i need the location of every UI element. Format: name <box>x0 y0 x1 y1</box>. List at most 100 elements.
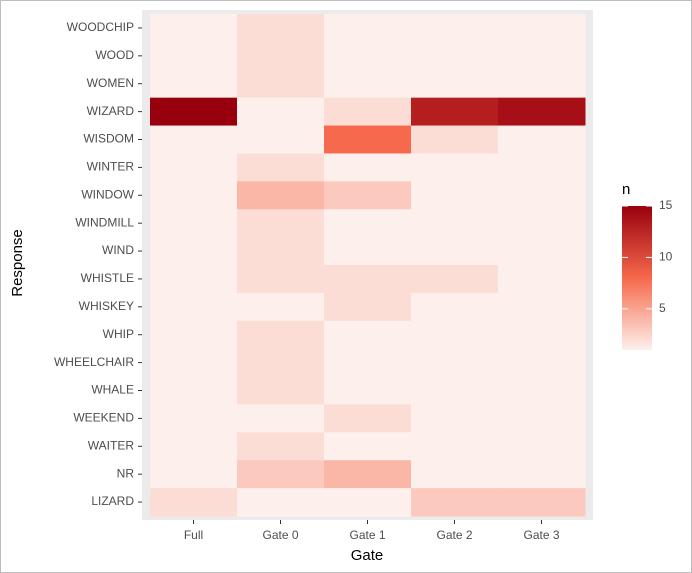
tile <box>411 125 499 154</box>
y-tick-label: WOOD <box>95 48 134 62</box>
tile <box>324 69 412 99</box>
tile <box>498 97 586 127</box>
tile <box>411 348 499 378</box>
tile <box>498 14 586 43</box>
x-tick-label: Gate 2 <box>436 528 472 542</box>
tile <box>150 320 238 350</box>
tile <box>324 97 412 127</box>
tile <box>498 320 586 350</box>
y-tick-label: NR <box>117 466 135 480</box>
y-tick-label: WHALE <box>91 383 134 397</box>
tile <box>411 488 499 517</box>
y-tick-label: WHIP <box>103 327 134 341</box>
tile <box>498 404 586 433</box>
y-tick-label: WOMEN <box>87 76 134 90</box>
tile <box>324 404 412 433</box>
tile <box>150 488 238 517</box>
tile <box>411 14 499 43</box>
tile <box>237 209 325 238</box>
x-tick-label: Gate 1 <box>349 528 385 542</box>
tile <box>498 488 586 517</box>
tile <box>498 125 586 154</box>
tile <box>150 265 238 294</box>
x-tick-label: Gate 3 <box>523 528 559 542</box>
tile <box>150 209 238 238</box>
tile <box>498 348 586 378</box>
y-tick-label: WEEKEND <box>73 411 134 425</box>
tile <box>324 209 412 238</box>
legend-bar <box>622 206 652 350</box>
tile <box>324 432 412 461</box>
tile <box>411 237 499 266</box>
tile <box>237 432 325 461</box>
y-tick-label: WIND <box>102 243 134 257</box>
tile <box>411 41 499 71</box>
tile <box>237 404 325 433</box>
tile <box>411 292 499 322</box>
tile <box>498 153 586 182</box>
legend-label: 10 <box>659 250 673 264</box>
tile <box>324 153 412 182</box>
tile <box>498 265 586 294</box>
tile <box>411 265 499 294</box>
y-tick-label: WINDMILL <box>75 215 134 229</box>
tile <box>150 41 238 71</box>
tile <box>411 460 499 489</box>
tile <box>324 181 412 210</box>
tile <box>411 181 499 210</box>
y-tick-label: WOODCHIP <box>67 20 134 34</box>
tile <box>237 488 325 517</box>
y-tick-label: WAITER <box>88 438 135 452</box>
y-tick-label: WISDOM <box>83 132 134 146</box>
tile <box>237 237 325 266</box>
tile <box>237 14 325 43</box>
tile <box>150 181 238 210</box>
x-tick-label: Gate 0 <box>262 528 298 542</box>
tile <box>150 14 238 43</box>
tile <box>411 153 499 182</box>
tile <box>150 376 238 405</box>
tile <box>498 292 586 322</box>
tile <box>324 265 412 294</box>
legend-label: 15 <box>659 198 673 212</box>
tile <box>324 488 412 517</box>
legend-title: n <box>622 181 630 198</box>
tile <box>237 97 325 127</box>
tile <box>237 460 325 489</box>
tile <box>324 320 412 350</box>
y-axis-title: Response <box>9 229 26 297</box>
tile <box>411 376 499 405</box>
tile <box>237 265 325 294</box>
tile <box>498 181 586 210</box>
tile <box>150 125 238 154</box>
tile <box>411 97 499 127</box>
y-tick-label: WHISTLE <box>81 271 134 285</box>
tile <box>498 209 586 238</box>
tile <box>237 153 325 182</box>
x-tick-label: Full <box>184 528 203 542</box>
tile <box>324 14 412 43</box>
tile <box>411 69 499 99</box>
y-tick-label: WHEELCHAIR <box>54 355 134 369</box>
tile <box>498 41 586 71</box>
tile <box>237 181 325 210</box>
y-tick-label: WINTER <box>87 160 135 174</box>
tile <box>150 432 238 461</box>
tile <box>237 292 325 322</box>
tile <box>411 404 499 433</box>
tile <box>150 404 238 433</box>
tile <box>324 460 412 489</box>
y-tick-label: WIZARD <box>87 104 135 118</box>
tile <box>237 320 325 350</box>
legend-label: 5 <box>659 301 666 315</box>
tile <box>237 125 325 154</box>
tile <box>411 320 499 350</box>
tile <box>324 348 412 378</box>
tile <box>150 237 238 266</box>
x-axis-title: Gate <box>351 547 384 564</box>
tile <box>324 376 412 405</box>
tile <box>150 460 238 489</box>
tile <box>237 69 325 99</box>
